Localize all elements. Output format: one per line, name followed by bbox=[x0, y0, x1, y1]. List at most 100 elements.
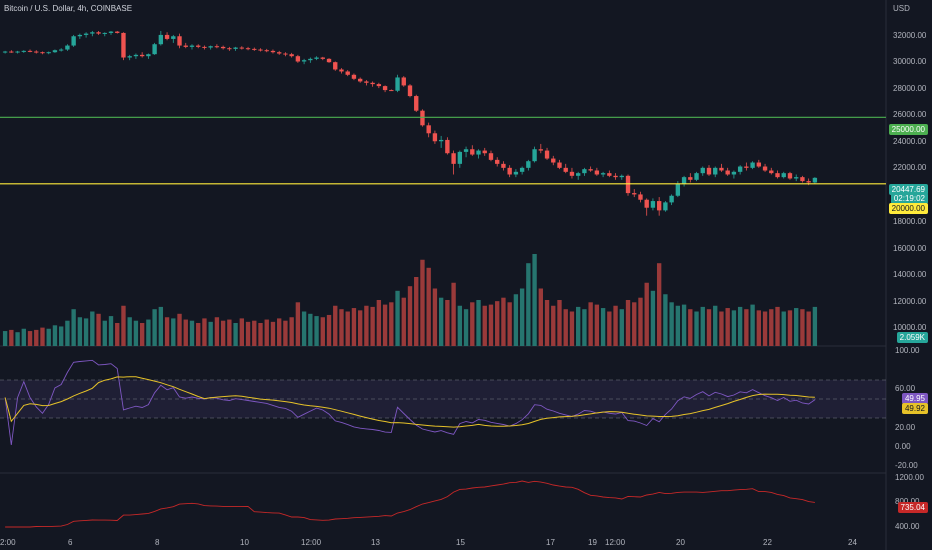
candle-body[interactable] bbox=[588, 169, 593, 171]
candle-body[interactable] bbox=[15, 51, 20, 53]
candle-body[interactable] bbox=[283, 53, 288, 55]
candle-body[interactable] bbox=[21, 50, 26, 52]
candle-body[interactable] bbox=[208, 46, 213, 48]
candle-body[interactable] bbox=[426, 125, 431, 134]
candle-body[interactable] bbox=[476, 150, 481, 155]
candle-body[interactable] bbox=[326, 58, 332, 63]
candle-body[interactable] bbox=[688, 177, 693, 180]
candle-body[interactable] bbox=[663, 202, 668, 211]
candle-body[interactable] bbox=[382, 86, 388, 91]
candle-body[interactable] bbox=[532, 149, 537, 162]
candle-body[interactable] bbox=[189, 45, 195, 47]
candle-body[interactable] bbox=[656, 201, 662, 211]
candle-body[interactable] bbox=[463, 149, 469, 152]
candle-body[interactable] bbox=[488, 153, 494, 160]
candle-body[interactable] bbox=[227, 48, 232, 50]
candle-body[interactable] bbox=[756, 162, 762, 167]
candle-body[interactable] bbox=[127, 56, 132, 58]
candle-body[interactable] bbox=[775, 173, 780, 178]
candle-body[interactable] bbox=[650, 201, 656, 208]
candle-body[interactable] bbox=[277, 52, 282, 54]
candle-body[interactable] bbox=[27, 50, 33, 52]
candle-body[interactable] bbox=[102, 32, 107, 34]
candle-body[interactable] bbox=[83, 33, 89, 35]
candle-body[interactable] bbox=[96, 32, 101, 34]
candle-body[interactable] bbox=[146, 54, 151, 57]
candle-body[interactable] bbox=[245, 48, 251, 50]
candle-body[interactable] bbox=[594, 170, 600, 175]
candle-body[interactable] bbox=[414, 96, 419, 111]
candle-body[interactable] bbox=[544, 150, 550, 159]
candle-body[interactable] bbox=[582, 169, 587, 174]
candle-body[interactable] bbox=[731, 171, 737, 175]
candle-body[interactable] bbox=[507, 167, 512, 175]
candle-body[interactable] bbox=[401, 77, 406, 86]
candle-body[interactable] bbox=[800, 177, 805, 182]
candle-body[interactable] bbox=[420, 110, 425, 126]
candle-body[interactable] bbox=[569, 171, 575, 176]
candle-body[interactable] bbox=[694, 173, 699, 180]
candle-body[interactable] bbox=[812, 177, 818, 183]
candle-body[interactable] bbox=[700, 167, 705, 174]
candle-body[interactable] bbox=[513, 171, 519, 175]
candle-body[interactable] bbox=[252, 48, 257, 50]
candle-body[interactable] bbox=[563, 167, 568, 172]
level-20000-tag[interactable]: 20000.00 bbox=[888, 203, 928, 214]
candle-body[interactable] bbox=[139, 54, 145, 57]
candle-body[interactable] bbox=[457, 151, 463, 164]
candle-body[interactable] bbox=[233, 47, 238, 49]
candle-body[interactable] bbox=[314, 57, 319, 59]
candle-body[interactable] bbox=[90, 32, 95, 34]
candle-body[interactable] bbox=[214, 46, 220, 48]
candle-body[interactable] bbox=[339, 69, 344, 72]
candle-body[interactable] bbox=[794, 177, 799, 179]
candle-body[interactable] bbox=[445, 139, 450, 154]
candle-body[interactable] bbox=[34, 51, 39, 53]
candle-body[interactable] bbox=[345, 71, 350, 75]
candle-body[interactable] bbox=[196, 45, 201, 47]
candle-body[interactable] bbox=[270, 50, 276, 53]
candle-body[interactable] bbox=[40, 52, 45, 54]
candle-body[interactable] bbox=[576, 173, 581, 176]
candle-body[interactable] bbox=[719, 167, 724, 171]
level-25000-tag[interactable]: 25000.00 bbox=[888, 124, 928, 135]
candle-body[interactable] bbox=[669, 195, 674, 203]
candle-body[interactable] bbox=[681, 177, 687, 184]
candle-body[interactable] bbox=[220, 46, 226, 49]
candle-body[interactable] bbox=[519, 167, 525, 172]
candle-body[interactable] bbox=[351, 74, 357, 79]
candle-body[interactable] bbox=[737, 166, 743, 172]
candle-body[interactable] bbox=[638, 194, 643, 200]
candle-body[interactable] bbox=[364, 81, 369, 83]
candle-body[interactable] bbox=[644, 199, 649, 208]
candle-body[interactable] bbox=[470, 149, 475, 155]
candle-body[interactable] bbox=[2, 51, 8, 53]
candle-body[interactable] bbox=[787, 173, 793, 179]
candle-body[interactable] bbox=[357, 78, 363, 82]
candle-body[interactable] bbox=[501, 163, 506, 168]
candle-body[interactable] bbox=[438, 139, 444, 142]
candle-body[interactable] bbox=[557, 162, 562, 168]
candle-body[interactable] bbox=[333, 62, 338, 70]
candle-body[interactable] bbox=[158, 34, 164, 45]
candle-body[interactable] bbox=[258, 49, 263, 51]
candle-body[interactable] bbox=[407, 85, 413, 97]
candle-body[interactable] bbox=[289, 54, 294, 57]
candle-body[interactable] bbox=[108, 31, 114, 33]
candle-body[interactable] bbox=[301, 60, 307, 62]
candle-body[interactable] bbox=[71, 36, 76, 46]
candle-body[interactable] bbox=[706, 167, 712, 175]
candle-body[interactable] bbox=[632, 193, 637, 195]
candle-body[interactable] bbox=[806, 181, 811, 183]
candle-body[interactable] bbox=[600, 173, 606, 175]
candle-body[interactable] bbox=[65, 45, 70, 50]
candle-body[interactable] bbox=[164, 34, 170, 39]
candle-body[interactable] bbox=[769, 170, 774, 174]
candle-body[interactable] bbox=[52, 50, 58, 53]
candle-body[interactable] bbox=[781, 173, 786, 178]
candle-body[interactable] bbox=[9, 51, 14, 53]
candle-body[interactable] bbox=[619, 175, 624, 178]
candle-body[interactable] bbox=[432, 133, 438, 142]
candle-body[interactable] bbox=[152, 44, 157, 55]
candle-body[interactable] bbox=[395, 77, 400, 91]
